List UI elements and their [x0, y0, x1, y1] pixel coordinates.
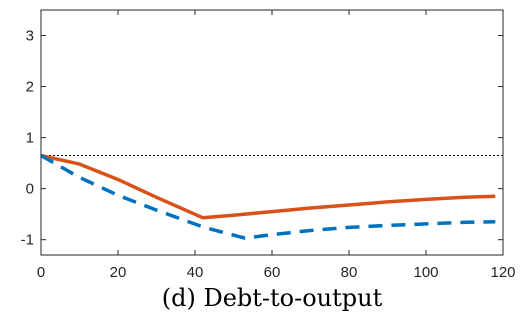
x-tick-label: 60	[264, 264, 281, 281]
y-tick-label: 1	[26, 130, 34, 147]
x-tick-label: 0	[37, 264, 45, 281]
chart-caption: (d) Debt-to-output	[162, 284, 383, 312]
series-line-1	[40, 153, 496, 220]
y-tick-label: 2	[26, 79, 34, 96]
y-tick-label: 3	[26, 28, 34, 45]
x-tick-label: 40	[187, 264, 204, 281]
y-tick-label: -1	[21, 232, 34, 249]
x-tick-label: 120	[490, 264, 515, 281]
plot-area	[41, 10, 503, 255]
x-tick-label: 20	[110, 264, 127, 281]
x-tick-label: 100	[413, 264, 438, 281]
y-tick-label: 0	[26, 181, 34, 198]
x-tick-label: 80	[341, 264, 358, 281]
series-line-2	[40, 153, 496, 240]
